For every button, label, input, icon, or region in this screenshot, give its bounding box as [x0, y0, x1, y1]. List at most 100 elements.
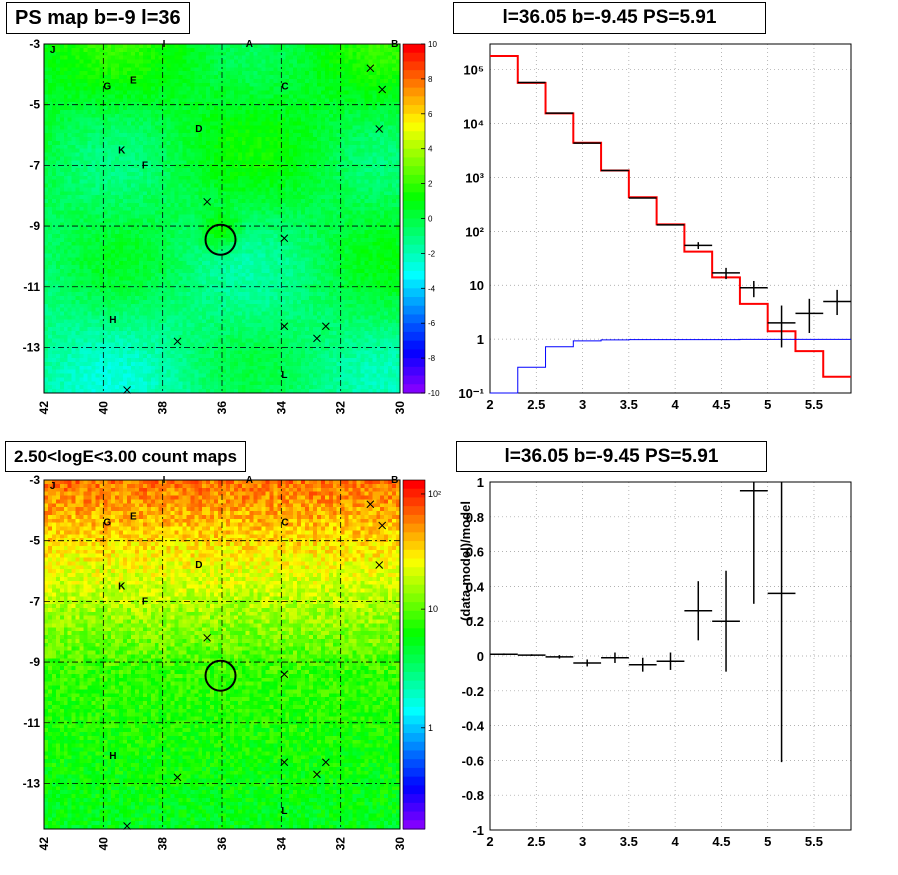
- source-label: H: [109, 315, 116, 326]
- colorbar-band: [403, 514, 425, 525]
- source-label: I: [163, 475, 166, 486]
- colorbar-band: [403, 166, 425, 176]
- spectrum-y-tick-label: 1: [477, 332, 484, 347]
- colorbar-tick-label: 2: [428, 180, 433, 189]
- colorbar-band: [403, 340, 425, 350]
- colorbar-band: [403, 139, 425, 150]
- source-label: K: [118, 581, 126, 592]
- colorbar-band: [403, 209, 425, 220]
- background-histogram-blue: [490, 338, 851, 394]
- colorbar-tick-label: -8: [428, 354, 436, 363]
- colorbar-band: [403, 654, 425, 664]
- colorbar-band: [403, 715, 425, 725]
- map-y-tick-label: -5: [29, 98, 40, 112]
- source-label: D: [195, 560, 202, 571]
- colorbar-band: [403, 549, 425, 560]
- spectrum-panel: 2 2.5 3 3.5 4 4.5 5 5.5 10⁻¹ 1 10 10² 10³ 10⁴ 10⁵: [458, 43, 852, 412]
- colorbar-band: [403, 305, 425, 316]
- colorbar-band: [403, 87, 425, 97]
- colorbar-tick-label: 4: [428, 145, 433, 154]
- source-cross-marker: [280, 758, 289, 767]
- map-x-tick-label: 40: [96, 401, 110, 415]
- spectrum-data-point: [823, 289, 851, 316]
- map-x-tick-label: 32: [334, 401, 348, 415]
- colorbar-band: [403, 105, 425, 115]
- spectrum-title: l=36.05 b=-9.45 PS=5.91: [453, 2, 766, 34]
- colorbar-band: [403, 384, 425, 394]
- colorbar-band: [403, 558, 425, 568]
- map-y-tick-label: -3: [29, 37, 40, 51]
- residual-y-tick-label: 1: [477, 475, 484, 490]
- source-label: G: [103, 82, 111, 93]
- colorbar-band: [403, 201, 425, 211]
- colorbar-band: [403, 323, 425, 333]
- map-frame: [43, 479, 401, 830]
- colorbar-band: [403, 270, 425, 281]
- source-label: D: [195, 124, 202, 135]
- source-label: E: [130, 511, 137, 522]
- residual-x-tick-label: 5.5: [805, 834, 823, 849]
- colorbar-band: [403, 523, 425, 533]
- colorbar-band: [403, 619, 425, 629]
- colorbar-band: [403, 70, 425, 80]
- colorbar-band: [403, 366, 425, 377]
- colorbar-band: [403, 218, 425, 228]
- spectrum-x-tick-label: 4: [672, 397, 680, 412]
- residual-data-point: [684, 581, 713, 641]
- map-y-tick-label: -5: [29, 534, 40, 548]
- source-cross-marker: [313, 770, 321, 779]
- spectrum-x-tick-label: 4.5: [712, 397, 730, 412]
- spectrum-data-point: [739, 280, 768, 298]
- colorbar-band: [403, 785, 425, 795]
- residual-data-point: [573, 659, 602, 667]
- spectrum-data-point: [712, 267, 740, 280]
- colorbar-band: [403, 192, 425, 202]
- map-x-tick-label: 34: [274, 837, 288, 851]
- count-map-panel: 42 40 38 36 34 32 30 -3 -5 -7 -9 -11 -13 J I A B G E C D K F H L…: [23, 473, 441, 850]
- source-cross-marker: [375, 561, 384, 569]
- spectrum-data-point: [795, 298, 824, 333]
- colorbar-tick-label: 6: [428, 110, 433, 119]
- colorbar-band: [403, 584, 425, 595]
- colorbar-band: [403, 794, 425, 804]
- colorbar-band: [403, 288, 425, 298]
- residual-y-tick-label: 0: [477, 649, 484, 664]
- colorbar-band: [403, 157, 425, 167]
- source-label: G: [103, 518, 111, 529]
- source-label: I: [163, 39, 166, 50]
- spectrum-x-tick-label: 2.5: [527, 397, 545, 412]
- colorbar-band: [403, 506, 425, 516]
- colorbar-frame: [402, 479, 426, 830]
- colorbar-tick-label: 8: [428, 75, 433, 84]
- spectrum-plot-area: [490, 44, 851, 393]
- residual-y-tick-label: -0.6: [462, 753, 484, 768]
- source-label: C: [281, 82, 288, 93]
- colorbar-tick-label: 1: [428, 723, 433, 733]
- source-cross-marker: [280, 322, 289, 331]
- colorbar-band: [403, 375, 425, 385]
- residual-x-tick-label: 3: [579, 834, 586, 849]
- map-x-tick-label: 32: [334, 837, 348, 851]
- residual-y-tick-label: -0.2: [462, 684, 484, 699]
- colorbar-tick-label: 0: [428, 215, 433, 224]
- map-x-tick-label: 36: [215, 401, 229, 415]
- colorbar-band: [403, 593, 425, 603]
- colorbar-band: [403, 331, 425, 342]
- colorbar-tick-label: -10: [428, 389, 440, 398]
- map-x-tick-label: 38: [156, 401, 170, 415]
- target-circle: [204, 223, 237, 256]
- map-frame: [43, 43, 401, 394]
- colorbar-band: [403, 349, 425, 359]
- colorbar-band: [403, 680, 425, 690]
- residual-title: l=36.05 b=-9.45 PS=5.91: [456, 441, 767, 472]
- residual-x-tick-label: 4: [672, 834, 680, 849]
- target-circle: [204, 659, 237, 692]
- map-y-tick-label: -11: [23, 280, 40, 294]
- residual-x-tick-label: 5: [764, 834, 771, 849]
- colorbar-band: [403, 610, 425, 621]
- source-cross-marker: [366, 64, 375, 73]
- residual-x-tick-label: 2.5: [527, 834, 545, 849]
- colorbar-band: [403, 122, 425, 132]
- colorbar-tick-label: -6: [428, 319, 436, 328]
